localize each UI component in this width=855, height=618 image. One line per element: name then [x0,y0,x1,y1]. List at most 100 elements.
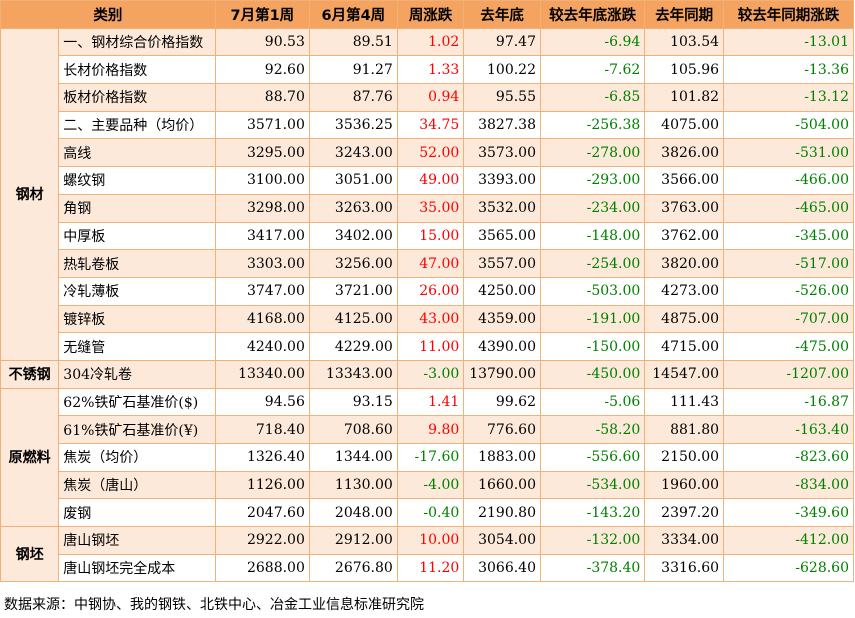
item-name-cell: 中厚板 [58,221,216,251]
item-name-cell: 板材价格指数 [58,83,216,112]
last-week-cell: 3721.00 [308,276,398,306]
this-week-cell: 94.56 [214,387,310,417]
same-period-cell: 1960.00 [644,470,725,500]
vs-last-year-end-cell: -503.00 [539,276,646,306]
vs-last-year-end-cell: -534.00 [539,470,646,500]
item-name-cell: 镀锌板 [58,304,216,334]
vs-last-year-end-cell: -556.60 [539,443,646,472]
vs-last-year-end-cell: -6.94 [539,27,646,57]
last-week-cell: 2912.00 [308,526,398,555]
same-period-cell: 14547.00 [644,359,725,389]
vs-same-period-cell: -465.00 [723,193,854,223]
weekly-change-cell: 0.94 [396,83,465,112]
weekly-change-cell: 1.02 [396,27,465,57]
this-week-cell: 3298.00 [214,193,310,223]
weekly-change-cell: 9.80 [396,415,465,444]
vs-same-period-cell: -13.01 [723,27,854,57]
this-week-cell: 1326.40 [214,443,310,472]
last-week-cell: 87.76 [308,83,398,112]
last-year-end-cell: 1660.00 [463,470,541,500]
last-year-end-cell: 4250.00 [463,276,541,306]
vs-last-year-end-cell: -254.00 [539,249,646,278]
this-week-cell: 3303.00 [214,249,310,278]
header-weekly-change: 周涨跌 [396,0,465,29]
last-week-cell: 4125.00 [308,304,398,334]
same-period-cell: 4875.00 [644,304,725,334]
table-row: 镀锌板 4168.00 4125.00 43.00 4359.00 -191.00 4875… [1,304,854,334]
this-week-cell: 4168.00 [214,304,310,334]
table-row: 焦炭（均价） 1326.40 1344.00 -17.60 1883.00 -556.60… [1,443,854,472]
last-year-end-cell: 3393.00 [463,166,541,195]
last-year-end-cell: 100.22 [463,55,541,85]
weekly-change-cell: 11.20 [396,553,465,583]
header-same-period-last-year: 去年同期 [644,0,725,29]
table-row: 热轧卷板 3303.00 3256.00 47.00 3557.00 -254.00 382… [1,249,854,278]
vs-last-year-end-cell: -256.38 [539,110,646,140]
data-source-note: 数据来源：中钢协、我的钢铁、北铁中心、冶金工业信息标准研究院 [4,597,424,613]
header-this-week: 7月第1周 [214,0,310,29]
table-row: 废钢 2047.60 2048.00 -0.40 2190.80 -143.20 2397.… [1,498,854,528]
table-row: 板材价格指数 88.70 87.76 0.94 95.55 -6.85 101.82 -13.… [1,83,854,112]
last-week-cell: 4229.00 [308,332,398,361]
this-week-cell: 3295.00 [214,138,310,168]
item-name-cell: 热轧卷板 [58,249,216,278]
vs-same-period-cell: -13.12 [723,83,854,112]
weekly-change-cell: 47.00 [396,249,465,278]
weekly-change-cell: 52.00 [396,138,465,168]
last-week-cell: 708.60 [308,415,398,444]
price-table: 类别 7月第1周 6月第4周 周涨跌 去年底 较去年底涨跌 去年同期 较去年同期… [0,0,854,583]
table-row: 冷轧薄板 3747.00 3721.00 26.00 4250.00 -503.00 427… [1,276,854,306]
vs-same-period-cell: -517.00 [723,249,854,278]
table-row: 不锈钢 304冷轧卷 13340.00 13343.00 -3.00 13790.00 -4… [0,359,854,389]
same-period-cell: 2397.20 [644,498,725,528]
vs-same-period-cell: -16.87 [723,387,854,417]
weekly-change-cell: 1.41 [396,387,465,417]
this-week-cell: 3417.00 [214,221,310,251]
weekly-change-cell: 1.33 [396,55,465,85]
header-last-week: 6月第4周 [308,0,398,29]
vs-last-year-end-cell: -143.20 [539,498,646,528]
vs-same-period-cell: -526.00 [723,276,854,306]
same-period-cell: 3763.00 [644,193,725,223]
last-year-end-cell: 4390.00 [463,332,541,361]
category-cell: 不锈钢 [0,359,60,389]
vs-last-year-end-cell: -150.00 [539,332,646,361]
same-period-cell: 881.80 [644,415,725,444]
table-row: 钢坯 唐山钢坯 2922.00 2912.00 10.00 3054.00 -132.00 3… [0,526,854,583]
weekly-change-cell: -4.00 [396,470,465,500]
last-week-cell: 93.15 [308,387,398,417]
table-row: 螺纹钢 3100.00 3051.00 49.00 3393.00 -293.00 3566… [1,166,854,195]
last-week-cell: 1344.00 [308,443,398,472]
same-period-cell: 3566.00 [644,166,725,195]
same-period-cell: 2150.00 [644,443,725,472]
table-row: 无缝管 4240.00 4229.00 11.00 4390.00 -150.00 4715… [1,332,854,361]
vs-last-year-end-cell: -5.06 [539,387,646,417]
same-period-cell: 103.54 [644,27,725,57]
vs-last-year-end-cell: -148.00 [539,221,646,251]
last-year-end-cell: 2190.80 [463,498,541,528]
table-row: 焦炭（唐山） 1126.00 1130.00 -4.00 1660.00 -534.00 1… [1,470,854,500]
last-year-end-cell: 3573.00 [463,138,541,168]
last-year-end-cell: 3565.00 [463,221,541,251]
vs-same-period-cell: -628.60 [723,553,854,583]
table-row: 钢材 一、钢材综合价格指数 90.53 89.51 1.02 97.47 -6.94 103.… [0,27,854,361]
vs-same-period-cell: -823.60 [723,443,854,472]
item-name-cell: 螺纹钢 [58,166,216,195]
last-year-end-cell: 4359.00 [463,304,541,334]
this-week-cell: 92.60 [214,55,310,85]
weekly-change-cell: -3.00 [396,359,465,389]
same-period-cell: 3334.00 [644,526,725,555]
this-week-cell: 88.70 [214,83,310,112]
same-period-cell: 105.96 [644,55,725,85]
vs-same-period-cell: -475.00 [723,332,854,361]
last-week-cell: 3536.25 [308,110,398,140]
same-period-cell: 4715.00 [644,332,725,361]
table-row: 原燃料 62%铁矿石基准价($) 94.56 93.15 1.41 99.62 -5.06 1… [0,387,854,528]
this-week-cell: 2047.60 [214,498,310,528]
weekly-change-cell: 11.00 [396,332,465,361]
category-cell: 原燃料 [0,387,60,528]
last-week-cell: 3243.00 [308,138,398,168]
same-period-cell: 3762.00 [644,221,725,251]
last-week-cell: 89.51 [308,27,398,57]
this-week-cell: 3747.00 [214,276,310,306]
